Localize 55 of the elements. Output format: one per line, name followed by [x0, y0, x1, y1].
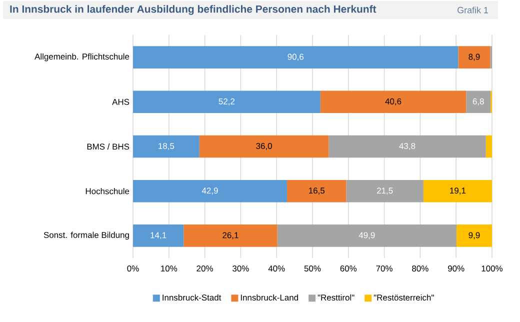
x-tick-label: 80%	[412, 266, 428, 272]
data-label: 26,1	[222, 232, 238, 240]
x-tick-label: 0%	[127, 266, 139, 272]
y-tick-label: Hochschule	[86, 188, 130, 194]
bar	[466, 90, 491, 114]
bar	[133, 135, 200, 158]
data-label: 42,9	[202, 188, 218, 195]
x-tick-label: 90%	[448, 266, 464, 272]
x-tick-label: 50%	[304, 266, 321, 272]
y-tick-label: BMS / BHS	[87, 143, 130, 150]
bar	[328, 135, 486, 158]
data-label: 18,5	[158, 143, 174, 150]
data-label: 19,1	[450, 188, 466, 195]
legend-label: Innsbruck-Land	[240, 294, 298, 301]
bar	[458, 46, 490, 68]
y-tick-label: AHS	[112, 98, 130, 105]
data-label: 8,9	[468, 54, 480, 61]
data-label: 9,9	[468, 232, 480, 240]
bar	[287, 180, 346, 202]
x-tick-label: 60%	[340, 266, 357, 272]
bar	[133, 46, 458, 68]
x-tick-label: 40%	[268, 266, 285, 272]
bar	[277, 224, 456, 247]
x-tick-label: 10%	[161, 266, 178, 272]
x-tick-label: 30%	[232, 266, 249, 272]
data-label: 52,2	[218, 98, 235, 106]
legend-label: "Resttirol"	[318, 294, 354, 301]
legend-label: "Restösterreich"	[374, 294, 434, 301]
x-tick-label: 20%	[196, 266, 213, 272]
bar	[346, 180, 424, 202]
chart-title: In Innsbruck in laufender Ausbildung befindliche Personen nach Herkunft	[10, 5, 376, 15]
bar	[486, 135, 492, 158]
data-label: 14,1	[150, 232, 166, 240]
bar	[320, 90, 466, 114]
text: Grafik 1	[458, 6, 488, 14]
y-tick-label: Sonst. formale Bildung	[44, 232, 129, 240]
legend-label: Innsbruck-Stadt	[162, 294, 222, 301]
x-tick-label: 100%	[482, 266, 503, 272]
data-label: 21,5	[377, 188, 393, 195]
bar	[199, 135, 329, 158]
bar	[133, 90, 320, 114]
data-label: 49,9	[358, 232, 375, 240]
bar	[456, 224, 492, 247]
data-label: 90,6	[288, 54, 304, 61]
data-label: 40,6	[385, 98, 402, 106]
data-label: 16,5	[309, 188, 325, 195]
bar	[133, 224, 184, 247]
bar	[184, 224, 278, 247]
y-tick-label: Allgemeinb. Pflichtschule	[34, 53, 130, 62]
data-label: 6,8	[472, 98, 484, 106]
data-label: 43,8	[399, 143, 416, 150]
bar	[423, 180, 492, 202]
bar	[133, 180, 288, 202]
data-label: 36,0	[256, 143, 272, 150]
x-tick-label: 70%	[376, 266, 392, 272]
